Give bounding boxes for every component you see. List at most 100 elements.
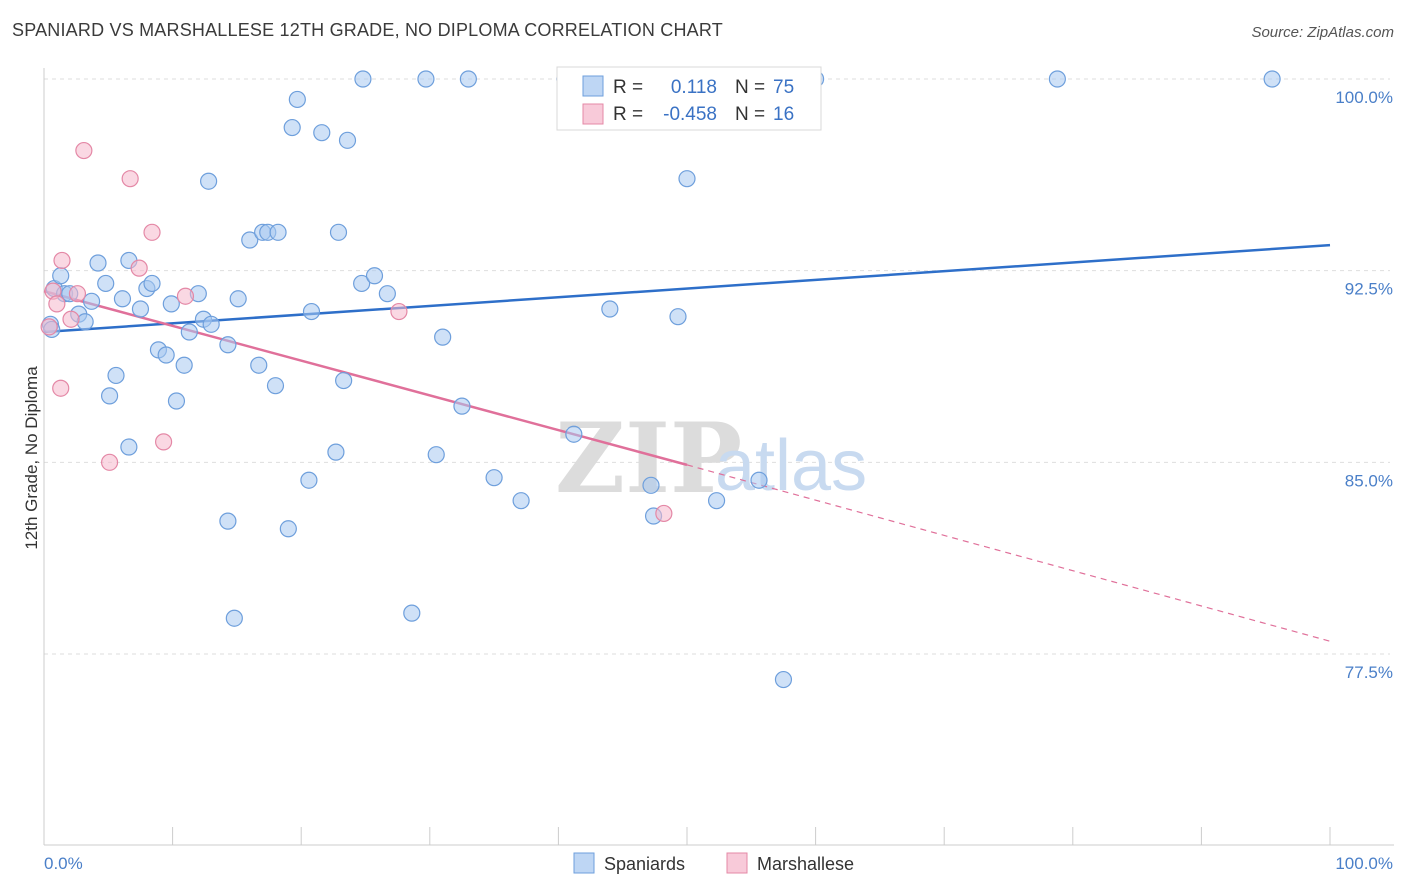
marshallese-point-15 (655, 504, 673, 523)
marshallese-trend-extension (686, 464, 1331, 642)
spaniards-point-13 (113, 290, 132, 308)
spaniards-point-68 (750, 471, 768, 489)
legend-swatch-marshallese (582, 103, 604, 125)
y-axis-label: 12th Grade, No Diploma (22, 366, 41, 550)
bottom-legend-label-spaniards: Spaniards (604, 854, 685, 874)
marshallese-point-7 (75, 141, 93, 160)
spaniards-point-55 (427, 446, 445, 464)
spaniards-trend-line (43, 243, 1331, 334)
spaniards-point-14 (120, 438, 138, 456)
y-tick-labels: 100.0% 92.5% 85.0% 77.5% (1335, 88, 1393, 682)
y-tick-label-0: 100.0% (1335, 88, 1393, 107)
spaniards-point-49 (354, 70, 372, 88)
spaniards-point-12 (107, 366, 125, 385)
x-tick-labels: 0.0% 100.0% (44, 854, 1393, 873)
spaniards-point-33 (241, 231, 259, 249)
spaniards-point-53 (403, 604, 421, 622)
spaniards-point-69 (774, 670, 793, 689)
spaniards-point-41 (288, 90, 306, 109)
spaniards-point-47 (335, 371, 353, 390)
spaniards-point-40 (283, 118, 301, 137)
legend-r-label: R = (613, 77, 643, 98)
spaniards-point-60 (512, 492, 530, 510)
chart-source: Source: ZipAtlas.com (1251, 24, 1394, 41)
spaniards-point-23 (175, 356, 193, 374)
spaniards-point-59 (485, 469, 503, 487)
marshallese-point-6 (68, 285, 87, 303)
spaniards-point-8 (82, 292, 101, 310)
spaniards-point-56 (434, 328, 452, 346)
spaniards-point-42 (300, 471, 318, 489)
spaniards-point-45 (327, 443, 345, 461)
spaniards-point-50 (353, 274, 371, 293)
spaniards-point-24 (180, 323, 198, 341)
spaniards-point-39 (279, 520, 297, 538)
spaniards-point-37 (266, 377, 285, 395)
spaniards-point-57 (453, 397, 471, 415)
marshallese-point-8 (100, 453, 119, 471)
marshallese-point-11 (143, 223, 161, 241)
legend-r-value-spaniards: 0.118 (671, 77, 717, 98)
watermark-atlas: atlas (715, 426, 867, 506)
spaniards-point-43 (302, 302, 321, 321)
marshallese-point-3 (52, 379, 70, 397)
spaniards-point-28 (219, 512, 237, 530)
spaniards-point-3 (52, 267, 70, 285)
spaniards-point-22 (167, 392, 186, 410)
spaniards-point-18 (143, 274, 161, 293)
spaniards-point-67 (707, 492, 726, 510)
spaniards-point-62 (601, 300, 619, 318)
spaniards-point-44 (313, 124, 331, 142)
x-tick-label-1: 100.0% (1335, 854, 1393, 873)
series-legend: Spaniards Marshallese (573, 852, 854, 874)
spaniards-point-52 (378, 285, 396, 303)
marshallese-point-4 (53, 251, 71, 270)
marshallese-point-5 (62, 310, 80, 328)
chart-title: SPANIARD VS MARSHALLESE 12TH GRADE, NO D… (12, 20, 723, 40)
spaniards-point-31 (200, 172, 218, 190)
spaniards-point-21 (162, 295, 180, 313)
bottom-legend-swatch-marshallese (726, 852, 748, 874)
spaniards-point-61 (565, 425, 583, 443)
marshallese-point-2 (48, 295, 66, 313)
spaniards-point-48 (338, 131, 357, 149)
bottom-legend-label-marshallese: Marshallese (757, 854, 854, 874)
spaniards-point-29 (225, 609, 243, 627)
legend-n-label: N = (735, 104, 765, 125)
y-tick-label-1: 92.5% (1345, 280, 1393, 299)
marshallese-point-9 (121, 170, 139, 188)
x-tick-label-0: 0.0% (44, 854, 83, 873)
legend-n-value-marshallese: 16 (773, 104, 794, 125)
marshallese-point-10 (130, 259, 148, 277)
spaniards-point-32 (229, 290, 247, 308)
bottom-legend-swatch-spaniards (573, 852, 595, 874)
spaniards-point-71 (1048, 70, 1066, 88)
legend-r-label: R = (613, 104, 643, 125)
spaniards-point-10 (97, 274, 115, 293)
marshallese-point-14 (390, 302, 408, 321)
spaniards-point-51 (365, 267, 384, 285)
marshallese-point-13 (176, 287, 195, 305)
spaniards-point-72 (1263, 70, 1281, 88)
y-tick-label-2: 85.0% (1345, 471, 1393, 490)
spaniards-point-58 (459, 70, 477, 88)
spaniards-point-66 (678, 170, 696, 188)
legend-r-value-marshallese: -0.458 (663, 104, 717, 125)
data-points (40, 70, 1281, 689)
spaniards-point-9 (89, 254, 107, 272)
spaniards-point-34 (250, 356, 268, 374)
grid-lines (44, 78, 1390, 655)
spaniards-point-7 (76, 313, 94, 331)
spaniards-point-20 (157, 346, 175, 364)
spaniards-point-63 (642, 476, 660, 494)
spaniards-point-54 (417, 70, 435, 88)
spaniards-point-16 (131, 300, 150, 318)
spaniards-point-46 (329, 223, 348, 241)
spaniards-point-11 (100, 387, 119, 405)
spaniards-point-65 (669, 308, 687, 326)
legend-n-value-spaniards: 75 (773, 77, 794, 98)
spaniards-point-38 (269, 223, 287, 241)
marshallese-point-0 (40, 318, 58, 336)
marshallese-point-12 (154, 433, 173, 451)
